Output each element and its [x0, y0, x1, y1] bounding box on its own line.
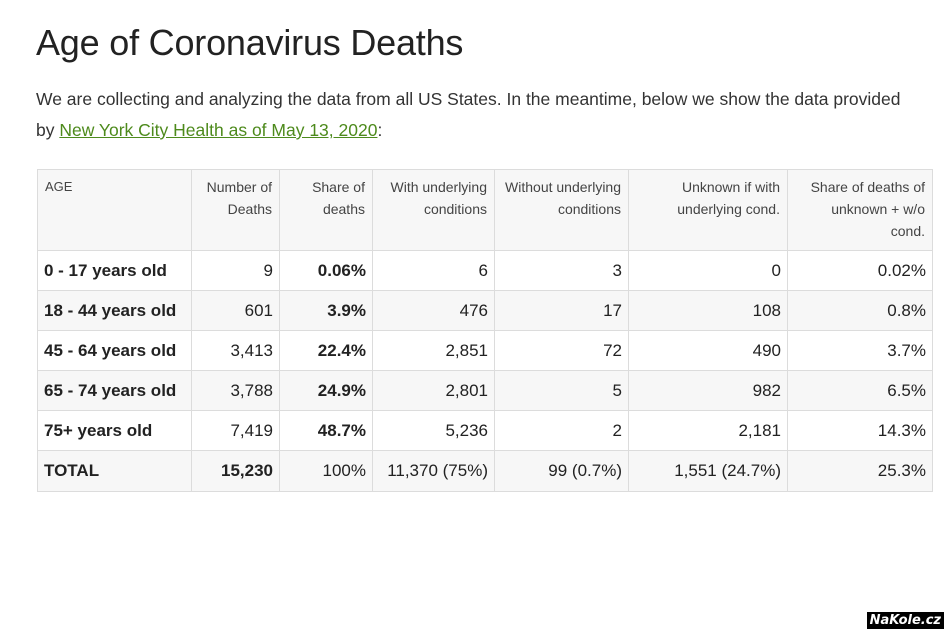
deaths-by-age-table: AGE Number of Deaths Share of deaths Wit…	[37, 169, 933, 492]
cell-share-unknown-without: 0.8%	[787, 290, 933, 331]
cell-unknown-underlying: 2,181	[628, 410, 788, 451]
intro-paragraph: We are collecting and analyzing the data…	[36, 84, 916, 146]
header-with-underlying: With underlying conditions	[372, 169, 495, 251]
cell-without-underlying: 5	[494, 370, 629, 411]
cell-unknown-underlying: 0	[628, 250, 788, 291]
cell-unknown-underlying: 108	[628, 290, 788, 331]
cell-share-of-deaths: 3.9%	[279, 290, 373, 331]
cell-with-underlying: 6	[372, 250, 495, 291]
intro-colon: :	[377, 120, 383, 140]
cell-number-of-deaths: 3,413	[191, 330, 280, 371]
table-row: 65 - 74 years old 3,788 24.9% 2,801 5 98…	[37, 370, 933, 411]
cell-unknown-underlying: 982	[628, 370, 788, 411]
total-label: TOTAL	[37, 450, 192, 492]
cell-share-unknown-without: 3.7%	[787, 330, 933, 371]
table-total-row: TOTAL 15,230 100% 11,370 (75%) 99 (0.7%)…	[37, 450, 933, 492]
row-age-label: 0 - 17 years old	[37, 250, 192, 291]
cell-share-unknown-without: 0.02%	[787, 250, 933, 291]
header-share-of-deaths: Share of deaths	[279, 169, 373, 251]
total-with-underlying: 11,370 (75%)	[372, 450, 495, 492]
cell-number-of-deaths: 3,788	[191, 370, 280, 411]
nyc-health-link[interactable]: New York City Health as of May 13, 2020	[59, 120, 378, 140]
row-age-label: 18 - 44 years old	[37, 290, 192, 331]
total-share-of-deaths: 100%	[279, 450, 373, 492]
table-row: 45 - 64 years old 3,413 22.4% 2,851 72 4…	[37, 330, 933, 371]
cell-number-of-deaths: 7,419	[191, 410, 280, 451]
row-age-label: 45 - 64 years old	[37, 330, 192, 371]
header-number-of-deaths: Number of Deaths	[191, 169, 280, 251]
cell-with-underlying: 2,801	[372, 370, 495, 411]
cell-without-underlying: 3	[494, 250, 629, 291]
total-number-of-deaths: 15,230	[191, 450, 280, 492]
row-age-label: 65 - 74 years old	[37, 370, 192, 411]
row-age-label: 75+ years old	[37, 410, 192, 451]
intro-text: We are collecting and analyzing the data…	[36, 89, 901, 140]
header-share-unknown-without: Share of deaths of unknown + w/o cond.	[787, 169, 933, 251]
cell-number-of-deaths: 9	[191, 250, 280, 291]
total-unknown-underlying: 1,551 (24.7%)	[628, 450, 788, 492]
table-row: 75+ years old 7,419 48.7% 5,236 2 2,181 …	[37, 410, 933, 451]
cell-share-unknown-without: 14.3%	[787, 410, 933, 451]
table-row: 0 - 17 years old 9 0.06% 6 3 0 0.02%	[37, 250, 933, 291]
cell-number-of-deaths: 601	[191, 290, 280, 331]
cell-share-of-deaths: 48.7%	[279, 410, 373, 451]
cell-with-underlying: 476	[372, 290, 495, 331]
cell-with-underlying: 5,236	[372, 410, 495, 451]
cell-without-underlying: 2	[494, 410, 629, 451]
cell-without-underlying: 17	[494, 290, 629, 331]
total-without-underlying: 99 (0.7%)	[494, 450, 629, 492]
cell-share-unknown-without: 6.5%	[787, 370, 933, 411]
header-unknown-underlying: Unknown if with underlying cond.	[628, 169, 788, 251]
header-without-underlying: Without underlying conditions	[494, 169, 629, 251]
total-share-unknown-without: 25.3%	[787, 450, 933, 492]
cell-share-of-deaths: 0.06%	[279, 250, 373, 291]
site-watermark: NaKole.cz	[866, 612, 944, 629]
cell-share-of-deaths: 22.4%	[279, 330, 373, 371]
table-row: 18 - 44 years old 601 3.9% 476 17 108 0.…	[37, 290, 933, 331]
cell-share-of-deaths: 24.9%	[279, 370, 373, 411]
cell-with-underlying: 2,851	[372, 330, 495, 371]
cell-without-underlying: 72	[494, 330, 629, 371]
table-header-row: AGE Number of Deaths Share of deaths Wit…	[37, 169, 933, 251]
cell-unknown-underlying: 490	[628, 330, 788, 371]
header-age: AGE	[37, 169, 192, 251]
page-title: Age of Coronavirus Deaths	[36, 22, 464, 63]
